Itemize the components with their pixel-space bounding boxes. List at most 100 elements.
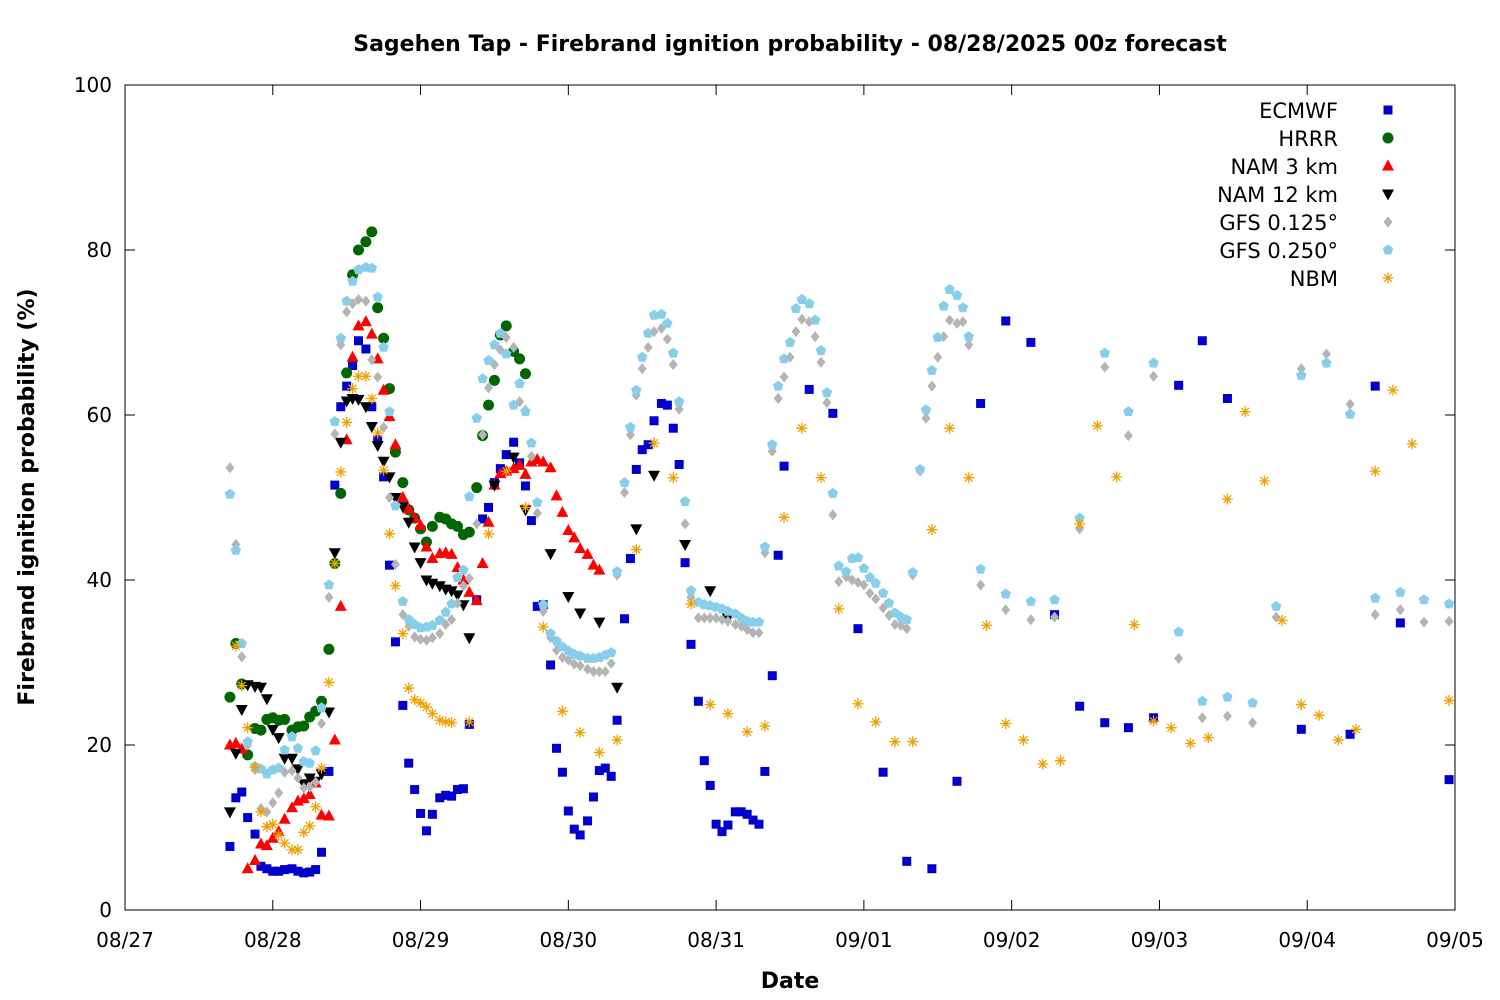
ecmwf-point [1123, 723, 1133, 733]
gfs-0-125-point [933, 351, 943, 363]
gfs-0-250-point [397, 595, 409, 606]
nbm-point [667, 472, 679, 484]
gfs-0-250-point [772, 380, 784, 391]
ecmwf-point [674, 460, 684, 469]
y-tick-label: 100 [74, 73, 112, 97]
gfs-0-125-point [427, 632, 437, 644]
gfs-0-125-point [1100, 361, 1110, 373]
gfs-0-250-point [803, 298, 815, 309]
ecmwf-point [336, 402, 346, 412]
nbm-point [1202, 732, 1214, 744]
gfs-0-250-point [944, 284, 955, 295]
ecmwf-point [1075, 701, 1085, 711]
nam-12-km-point [463, 633, 476, 645]
gfs-0-250-point [458, 564, 469, 575]
gfs-0-250-point [329, 416, 341, 427]
gfs-0-125-point [668, 359, 678, 371]
nam-3-km-point [587, 558, 600, 570]
gfs-0-125-point [478, 429, 488, 441]
gfs-0-250-point [975, 563, 986, 574]
nam-12-km-point [334, 437, 347, 449]
gfs-0-250-point [877, 587, 889, 598]
ecmwf-point [668, 423, 678, 433]
series-4 [225, 294, 1454, 818]
hrrr-point [335, 487, 347, 499]
legend-label-gfs-0-250: GFS 0.250° [1219, 239, 1338, 263]
nam-12-km-point [445, 586, 458, 598]
nbm-point [261, 821, 273, 833]
gfs-0-250-point [551, 635, 562, 646]
gfs-0-125-point [390, 558, 400, 570]
data-marks [223, 226, 1455, 878]
ecmwf-point [231, 793, 241, 803]
gfs-0-125-point [458, 580, 468, 592]
nam-12-km-point [223, 807, 236, 819]
nam-3-km-point [537, 455, 550, 467]
ecmwf-point [583, 816, 593, 826]
nam-3-km-point [550, 489, 563, 501]
hrrr-point [366, 226, 378, 238]
gfs-0-250-point [477, 373, 488, 384]
nbm-point [242, 722, 254, 734]
gfs-0-250-point [335, 332, 346, 343]
legend-marker-ecmwf [1383, 105, 1393, 115]
nbm-point [963, 472, 975, 484]
gfs-0-125-point [330, 428, 340, 440]
nam-3-km-point [463, 585, 476, 597]
gfs-0-125-point [871, 593, 881, 605]
ecmwf-point [311, 865, 321, 875]
nam-12-km-point [611, 682, 624, 694]
hrrr-point [426, 520, 438, 532]
ecmwf-point [250, 829, 260, 839]
ecmwf-point [305, 867, 315, 877]
ecmwf-point [509, 437, 519, 447]
gfs-0-125-point [921, 412, 931, 424]
y-tick-label: 80 [87, 238, 112, 262]
ecmwf-point [637, 445, 647, 455]
series-0 [225, 316, 1454, 878]
nam-3-km-point [297, 792, 310, 804]
nam-12-km-point [266, 724, 279, 736]
gfs-0-125-point [662, 333, 672, 345]
nam-12-km-point [544, 549, 557, 561]
nbm-point [611, 734, 623, 746]
ecmwf-point [447, 791, 457, 801]
ecmwf-point [532, 601, 542, 611]
gfs-0-250-point [864, 572, 876, 582]
ecmwf-point [410, 785, 420, 795]
ecmwf-point [625, 554, 635, 564]
ecmwf-point [478, 514, 488, 524]
nbm-point [981, 619, 993, 631]
nam-3-km-point [574, 542, 587, 554]
nbm-point [463, 716, 475, 728]
gfs-0-125-point [958, 316, 968, 328]
x-tick-label: 08/28 [244, 928, 302, 952]
ecmwf-point [569, 824, 579, 834]
gfs-0-125-point [317, 718, 327, 730]
gfs-0-125-point [1395, 604, 1405, 616]
nam-12-km-point [260, 694, 273, 706]
plot-frame [124, 84, 1456, 911]
gfs-0-250-point [767, 439, 778, 450]
nam-3-km-point [278, 812, 291, 824]
nbm-point [1276, 614, 1288, 626]
nbm-point [360, 370, 372, 382]
nbm-point [926, 524, 938, 536]
gfs-0-125-point [237, 651, 247, 663]
nam-12-km-point [574, 608, 587, 620]
gfs-0-125-point [1370, 609, 1380, 621]
gfs-0-250-point [1344, 408, 1356, 419]
gfs-0-250-point [963, 331, 975, 342]
nbm-point [298, 826, 310, 838]
nbm-point [1369, 465, 1381, 477]
gfs-0-125-point [293, 772, 303, 784]
gfs-0-125-point [472, 518, 482, 530]
gfs-0-125-point [723, 615, 733, 627]
gfs-0-125-point [600, 666, 610, 678]
gfs-0-125-point [385, 492, 395, 503]
nbm-point [440, 716, 452, 728]
hrrr-point [316, 695, 328, 707]
nbm-point [1350, 723, 1362, 735]
x-tick-label: 08/30 [540, 928, 598, 952]
nbm-point [1184, 737, 1196, 749]
